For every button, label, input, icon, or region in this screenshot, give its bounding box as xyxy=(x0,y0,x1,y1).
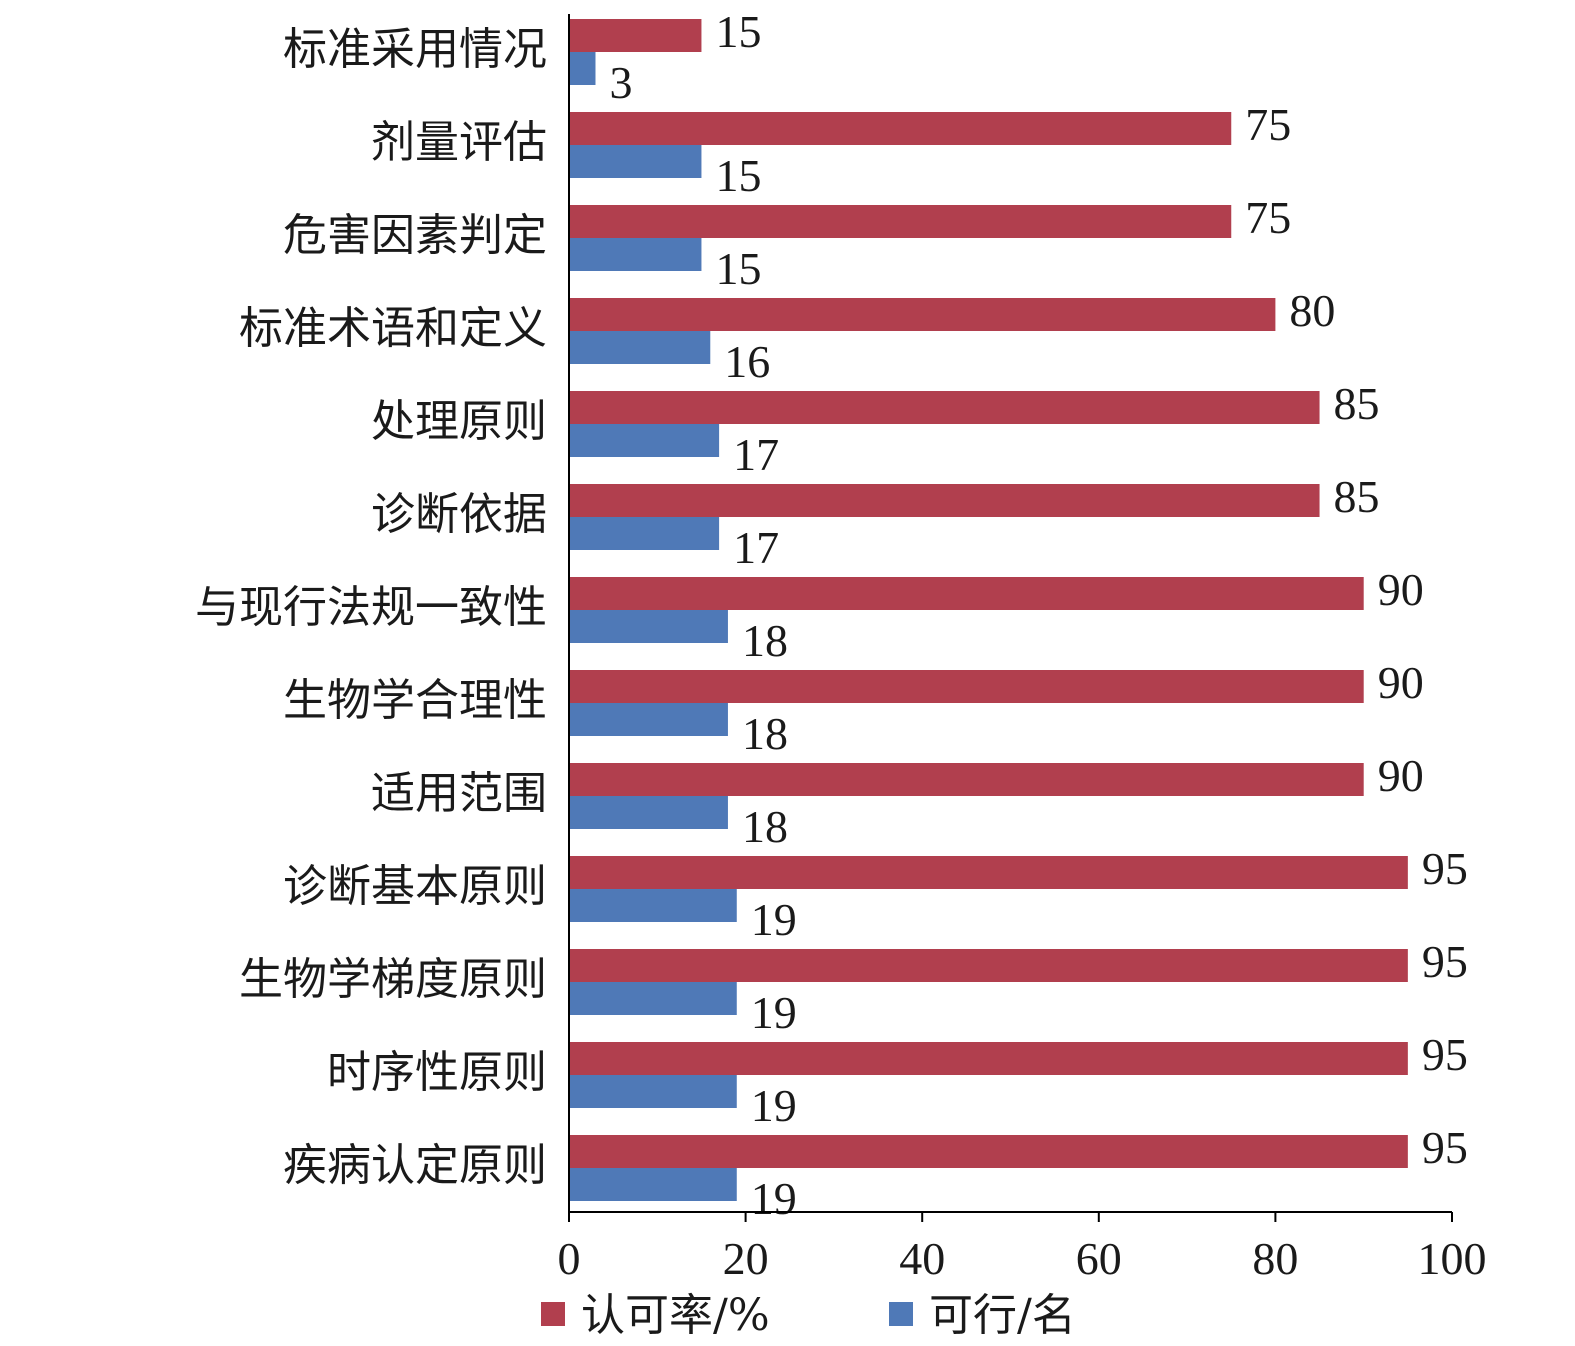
data-label-feasible-count: 17 xyxy=(733,522,779,573)
data-label-approval-rate: 90 xyxy=(1378,750,1424,801)
bar-feasible-count xyxy=(569,424,720,457)
data-label-approval-rate: 75 xyxy=(1245,99,1291,150)
category-label: 疾病认定原则 xyxy=(283,1140,547,1191)
bar-approval-rate xyxy=(569,391,1320,424)
category-label: 与现行法规一致性 xyxy=(195,582,547,633)
bar-feasible-count xyxy=(569,1168,737,1201)
category-label: 诊断依据 xyxy=(371,489,547,540)
category-label: 生物学合理性 xyxy=(283,675,547,726)
data-label-feasible-count: 19 xyxy=(751,1173,797,1224)
data-label-feasible-count: 15 xyxy=(715,243,761,294)
category-labels: 标准采用情况剂量评估危害因素判定标准术语和定义处理原则诊断依据与现行法规一致性生… xyxy=(195,24,547,1191)
data-label-feasible-count: 3 xyxy=(609,57,632,108)
category-label: 标准采用情况 xyxy=(283,24,547,75)
bar-approval-rate xyxy=(569,856,1408,889)
data-label-approval-rate: 90 xyxy=(1378,657,1424,708)
bar-feasible-count xyxy=(569,238,702,271)
x-tick-label: 20 xyxy=(723,1233,769,1284)
bar-approval-rate xyxy=(569,298,1276,331)
bar-approval-rate xyxy=(569,1042,1408,1075)
x-tick-label: 0 xyxy=(558,1233,581,1284)
axes xyxy=(568,14,1452,1213)
category-label: 处理原则 xyxy=(371,396,547,447)
category-label: 剂量评估 xyxy=(371,117,547,168)
data-label-feasible-count: 19 xyxy=(751,1080,797,1131)
data-label-feasible-count: 19 xyxy=(751,987,797,1038)
legend-label: 可行/名 xyxy=(929,1290,1076,1341)
data-label-feasible-count: 18 xyxy=(742,708,788,759)
x-tick-label: 60 xyxy=(1076,1233,1122,1284)
bar-feasible-count xyxy=(569,1075,737,1108)
bar-feasible-count xyxy=(569,703,728,736)
bar-approval-rate xyxy=(569,112,1232,145)
value-labels: 15 3 75 15 75 15 80 16 85 17 85 17 90 18 90 18 90 18 95 19 9… xyxy=(609,6,1467,1224)
bar-approval-rate xyxy=(569,577,1364,610)
data-label-feasible-count: 16 xyxy=(724,336,770,387)
bar-approval-rate xyxy=(569,205,1232,238)
data-label-approval-rate: 95 xyxy=(1422,843,1468,894)
legend-label: 认可率/% xyxy=(581,1290,770,1341)
bar-approval-rate xyxy=(569,484,1320,517)
bar-approval-rate xyxy=(569,949,1408,982)
data-label-feasible-count: 18 xyxy=(742,615,788,666)
data-label-approval-rate: 75 xyxy=(1245,192,1291,243)
bar-approval-rate xyxy=(569,763,1364,796)
category-label: 适用范围 xyxy=(371,768,547,819)
data-label-approval-rate: 15 xyxy=(715,6,761,57)
legend-swatch xyxy=(541,1302,565,1326)
data-label-feasible-count: 18 xyxy=(742,801,788,852)
bars-group xyxy=(569,19,1408,1201)
bar-feasible-count xyxy=(569,145,702,178)
data-label-approval-rate: 85 xyxy=(1334,378,1380,429)
bar-approval-rate xyxy=(569,1135,1408,1168)
legend-swatch xyxy=(889,1302,913,1326)
bar-feasible-count xyxy=(569,331,711,364)
data-label-feasible-count: 19 xyxy=(751,894,797,945)
data-label-feasible-count: 17 xyxy=(733,429,779,480)
bar-feasible-count xyxy=(569,517,720,550)
category-label: 标准术语和定义 xyxy=(239,303,547,354)
x-ticks: 0 20 40 60 80 100 xyxy=(558,1212,1487,1284)
bar-approval-rate xyxy=(569,19,702,52)
bar-feasible-count xyxy=(569,796,728,829)
bar-feasible-count xyxy=(569,610,728,643)
data-label-approval-rate: 95 xyxy=(1422,936,1468,987)
data-label-approval-rate: 90 xyxy=(1378,564,1424,615)
bar-feasible-count xyxy=(569,52,596,85)
x-tick-label: 80 xyxy=(1252,1233,1298,1284)
bar-feasible-count xyxy=(569,982,737,1015)
data-label-approval-rate: 85 xyxy=(1334,471,1380,522)
data-label-approval-rate: 95 xyxy=(1422,1029,1468,1080)
data-label-approval-rate: 80 xyxy=(1289,285,1335,336)
bar-feasible-count xyxy=(569,889,737,922)
category-label: 生物学梯度原则 xyxy=(239,954,547,1005)
data-label-approval-rate: 95 xyxy=(1422,1122,1468,1173)
category-label: 时序性原则 xyxy=(327,1047,547,1098)
legend: 认可率/% 可行/名 xyxy=(541,1290,1076,1341)
category-label: 诊断基本原则 xyxy=(283,861,547,912)
data-label-feasible-count: 15 xyxy=(715,150,761,201)
category-label: 危害因素判定 xyxy=(283,210,547,261)
bar-approval-rate xyxy=(569,670,1364,703)
x-tick-label: 100 xyxy=(1418,1233,1487,1284)
x-tick-label: 40 xyxy=(899,1233,945,1284)
